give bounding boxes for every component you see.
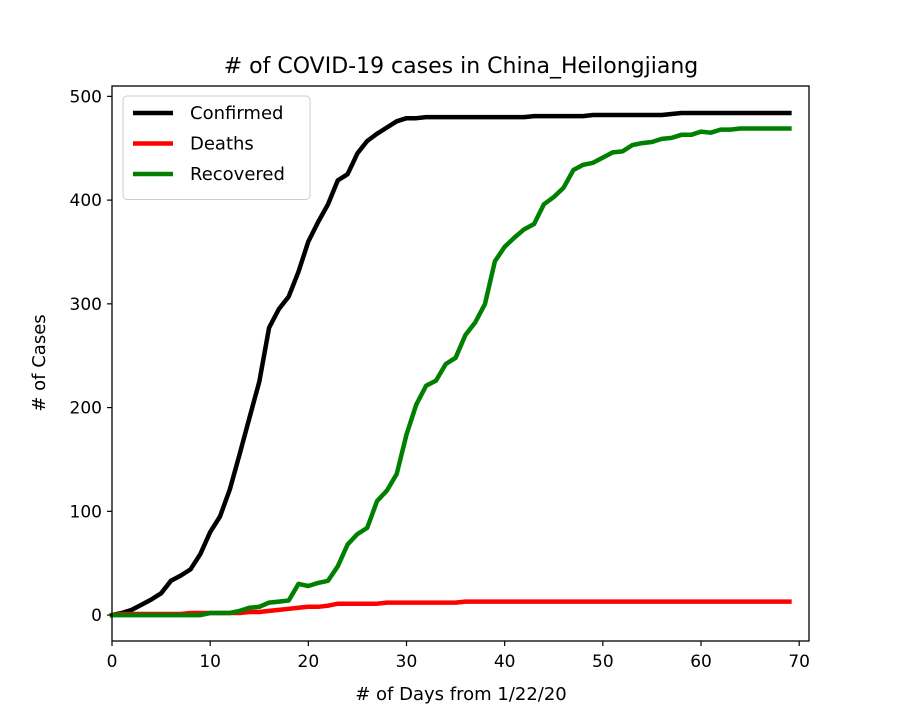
y-tick-label: 500: [70, 87, 102, 107]
chart-title: # of COVID-19 cases in China_Heilongjian…: [224, 54, 699, 79]
x-tick-label: 0: [107, 652, 118, 672]
series-line-confirmed: [109, 110, 792, 618]
x-axis-ticks: 0 10 20 30 40 50 60 70: [107, 641, 810, 672]
legend-label-confirmed: Confirmed: [190, 103, 283, 124]
x-tick-label: 50: [592, 652, 614, 672]
legend-label-deaths: Deaths: [190, 134, 254, 155]
x-tick-label: 40: [494, 652, 516, 672]
series-line-recovered: [109, 126, 792, 618]
y-axis-label: # of Cases: [29, 314, 50, 411]
x-tick-label: 60: [690, 652, 712, 672]
legend-label-recovered: Recovered: [190, 164, 285, 185]
x-tick-label: 10: [199, 652, 221, 672]
x-axis-label: # of Days from 1/22/20: [355, 684, 567, 705]
y-axis-ticks: 0 100 200 300 400 500: [70, 87, 112, 626]
plot-frame: [111, 85, 810, 642]
series-layer: [109, 110, 792, 618]
y-tick-label: 400: [70, 191, 102, 211]
y-tick-label: 200: [70, 399, 102, 419]
y-tick-label: 100: [70, 502, 102, 522]
plot-area: [109, 85, 810, 642]
x-tick-label: 20: [298, 652, 320, 672]
legend: Confirmed Deaths Recovered: [122, 95, 311, 200]
y-tick-label: 0: [91, 606, 102, 626]
x-tick-label: 30: [396, 652, 418, 672]
y-tick-label: 300: [70, 295, 102, 315]
x-tick-label: 70: [788, 652, 810, 672]
